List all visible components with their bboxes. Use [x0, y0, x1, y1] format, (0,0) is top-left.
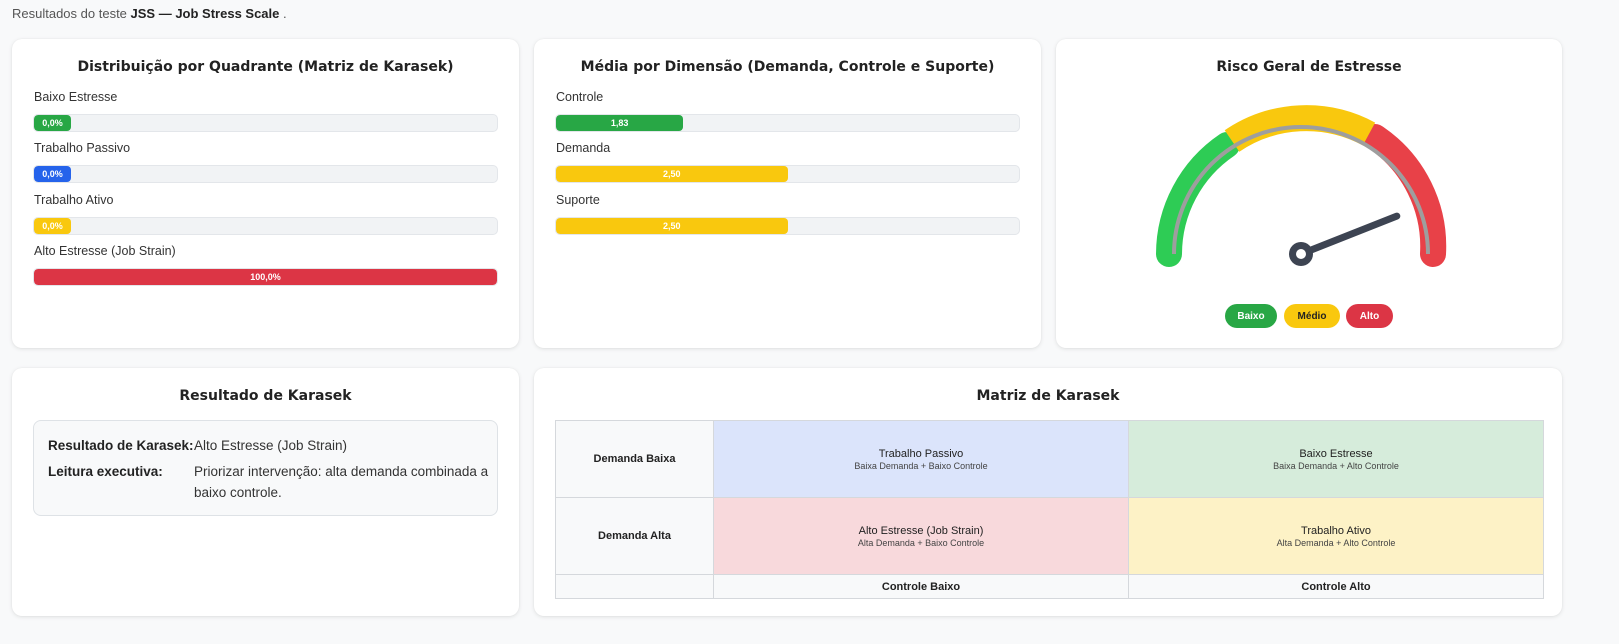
intro-suffix: .	[283, 6, 287, 21]
bar-value: 1,83	[610, 118, 629, 128]
bar-label-alto-estresse: Alto Estresse (Job Strain)	[34, 244, 176, 258]
bar-label-controle: Controle	[556, 90, 604, 104]
bar-value: 0,0%	[42, 221, 63, 231]
row-header: Demanda Alta	[555, 497, 714, 575]
page-intro: Resultados do teste JSS — Job Stress Sca…	[12, 6, 287, 21]
gauge-segment-high	[1362, 124, 1447, 267]
legend-label: Alto	[1359, 310, 1380, 322]
legend-pill-alto: Alto	[1346, 304, 1393, 328]
progress-fill: 100,0%	[34, 269, 497, 285]
gauge-track	[1172, 125, 1430, 255]
bar-value: 0,0%	[42, 169, 63, 179]
progress-bar-alto-estresse: 100,0%	[33, 268, 498, 286]
bar-label-suporte: Suporte	[556, 193, 600, 207]
progress-fill: 1,83	[556, 115, 684, 131]
matrix-cell-alto-estresse: Alto Estresse (Job Strain) Alta Demanda …	[713, 497, 1129, 575]
progress-fill: 0,0%	[34, 218, 71, 234]
bar-value: 0,0%	[42, 118, 63, 128]
progress-bar-suporte: 2,50	[555, 217, 1020, 235]
matrix-cell-baixo-estresse: Baixo Estresse Baixa Demanda + Alto Cont…	[1128, 420, 1544, 498]
cell-title: Trabalho Passivo	[878, 447, 964, 460]
stress-gauge	[1156, 105, 1447, 267]
progress-bar-controle: 1,83	[555, 114, 1020, 132]
bar-value: 2,50	[662, 169, 681, 179]
legend-pill-medio: Médio	[1284, 304, 1340, 328]
bar-value: 2,50	[662, 221, 681, 231]
matrix-row-demanda-alta: Demanda Alta Alto Estresse (Job Strain) …	[555, 497, 1544, 575]
dimension-average-card: Média por Dimensão (Demanda, Controle e …	[534, 39, 1041, 348]
quadrant-distribution-card: Distribuição por Quadrante (Matriz de Ka…	[12, 39, 519, 348]
cell-title: Baixo Estresse	[1299, 447, 1373, 460]
progress-fill: 2,50	[556, 166, 788, 182]
gauge-segment-low	[1156, 132, 1240, 267]
card-title: Média por Dimensão (Demanda, Controle e …	[580, 59, 995, 75]
karasek-result-card: Resultado de Karasek Resultado de Karase…	[12, 368, 519, 616]
card-title: Risco Geral de Estresse	[1216, 59, 1402, 75]
matrix-column-header-row: Controle Baixo Controle Alto	[555, 574, 1544, 599]
row-header: Demanda Baixa	[555, 420, 714, 498]
risk-gauge-card: Risco Geral de Estresse Baixo Médio Alto	[1056, 39, 1562, 348]
gauge-needle	[1297, 212, 1401, 258]
progress-bar-trabalho-passivo: 0,0%	[33, 165, 498, 183]
reading-value: Priorizar intervenção: alta demanda comb…	[194, 464, 489, 500]
matrix-row-demanda-baixa: Demanda Baixa Trabalho Passivo Baixa Dem…	[555, 420, 1544, 498]
cell-subtitle: Alta Demanda + Baixo Controle	[857, 537, 985, 548]
reading-label: Leitura executiva:	[48, 464, 163, 479]
cell-title: Alto Estresse (Job Strain)	[858, 524, 984, 537]
card-title: Resultado de Karasek	[179, 388, 352, 404]
matrix-cell-trabalho-ativo: Trabalho Ativo Alta Demanda + Alto Contr…	[1128, 497, 1544, 575]
bar-label-baixo-estresse: Baixo Estresse	[34, 90, 118, 104]
cell-title: Trabalho Ativo	[1301, 524, 1371, 537]
gauge-segment-medium	[1224, 105, 1376, 152]
bar-value: 100,0%	[250, 272, 281, 282]
matrix-corner	[555, 574, 714, 599]
cell-subtitle: Alta Demanda + Alto Controle	[1276, 537, 1396, 548]
progress-bar-trabalho-ativo: 0,0%	[33, 217, 498, 235]
legend-pill-baixo: Baixo	[1225, 304, 1277, 328]
column-header-controle-baixo: Controle Baixo	[713, 574, 1129, 599]
matrix-cell-trabalho-passivo: Trabalho Passivo Baixa Demanda + Baixo C…	[713, 420, 1129, 498]
column-header-controle-alto: Controle Alto	[1128, 574, 1544, 599]
progress-bar-demanda: 2,50	[555, 165, 1020, 183]
progress-fill: 0,0%	[34, 166, 71, 182]
progress-bar-baixo-estresse: 0,0%	[33, 114, 498, 132]
card-title: Distribuição por Quadrante (Matriz de Ka…	[77, 59, 454, 75]
karasek-matrix-card: Matriz de Karasek Demanda Baixa Trabalho…	[534, 368, 1562, 616]
test-name: JSS — Job Stress Scale	[130, 6, 280, 21]
bar-label-trabalho-ativo: Trabalho Ativo	[34, 193, 114, 207]
bar-label-demanda: Demanda	[556, 141, 611, 155]
bar-label-trabalho-passivo: Trabalho Passivo	[34, 141, 131, 155]
result-value: Alto Estresse (Job Strain)	[194, 438, 348, 453]
card-title: Matriz de Karasek	[976, 388, 1120, 404]
progress-fill: 0,0%	[34, 115, 71, 131]
karasek-matrix-table: Demanda Baixa Trabalho Passivo Baixa Dem…	[555, 420, 1544, 599]
legend-label: Baixo	[1237, 310, 1265, 322]
legend-label: Médio	[1297, 310, 1327, 322]
intro-prefix: Resultados do teste	[12, 6, 127, 21]
result-label: Resultado de Karasek:	[48, 438, 194, 453]
karasek-result-box: Resultado de Karasek: Alto Estresse (Job…	[33, 420, 498, 516]
cell-subtitle: Baixa Demanda + Baixo Controle	[854, 460, 988, 471]
cell-subtitle: Baixa Demanda + Alto Controle	[1273, 460, 1399, 471]
progress-fill: 2,50	[556, 218, 788, 234]
